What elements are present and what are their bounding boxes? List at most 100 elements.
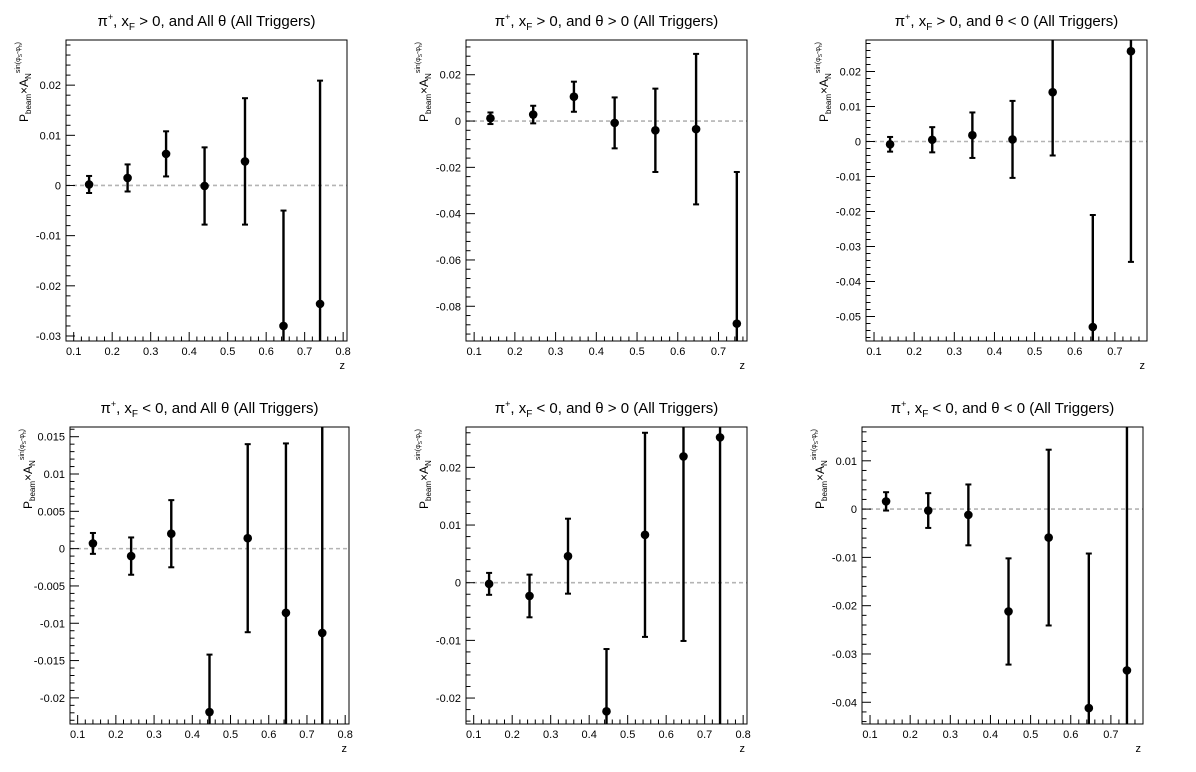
- y-tick-label: 0.02: [40, 80, 61, 92]
- y-tick-label: -0.08: [436, 301, 461, 313]
- x-tick-label: 0.3: [548, 346, 563, 358]
- y-tick-label: -0.06: [436, 255, 461, 267]
- x-tick-label: 0.3: [146, 729, 161, 741]
- data-point: [1048, 87, 1057, 97]
- plot-frame: [861, 426, 1144, 725]
- x-tick-label: 0.1: [466, 729, 481, 741]
- y-axis-label: Pbeam×ANsin(φS-φh): [15, 42, 33, 122]
- data-point: [732, 319, 742, 328]
- data-point: [651, 126, 660, 135]
- x-axis-label: z: [342, 743, 348, 755]
- plot-panel-6: π+, xF < 0, and θ < 0 (All Triggers) 0.1 0…: [811, 399, 1144, 755]
- x-tick-label: 0.4: [983, 729, 998, 741]
- y-axis-label: Pbeam×ANsin(φS-φh): [811, 429, 829, 509]
- data-point: [486, 113, 495, 123]
- x-tick-label: 0.4: [182, 346, 197, 358]
- data-point: [881, 497, 891, 506]
- data-point: [923, 506, 933, 515]
- x-tick-label: 0.6: [259, 346, 274, 358]
- data-point: [1008, 135, 1017, 144]
- data-point: [1084, 703, 1094, 713]
- x-tick-label: 0.6: [1067, 346, 1082, 358]
- x-tick-label: 0.3: [943, 729, 958, 741]
- data-point: [1004, 607, 1013, 616]
- x-tick-label: 0.5: [220, 346, 235, 358]
- data-point: [691, 124, 701, 134]
- data-point: [1088, 322, 1098, 332]
- data-point: [166, 529, 176, 539]
- data-point: [968, 130, 977, 140]
- x-tick-label: 0.8: [338, 729, 353, 741]
- x-tick-label: 0.6: [261, 729, 276, 741]
- x-tick-label: 0.7: [1103, 729, 1118, 741]
- y-tick-label: -0.02: [436, 162, 461, 174]
- x-axis-label: z: [740, 743, 746, 755]
- y-tick-label: 0: [851, 504, 857, 516]
- x-tick-label: 0.6: [670, 346, 685, 358]
- x-tick-label: 0.5: [1023, 729, 1038, 741]
- data-point: [1044, 533, 1053, 542]
- chart-title: π+, xF < 0, and θ > 0 (All Triggers): [495, 399, 719, 420]
- y-tick-label: -0.015: [34, 656, 65, 668]
- chart-title: π+, xF < 0, and θ < 0 (All Triggers): [891, 399, 1115, 420]
- plot-panel-1: π+, xF > 0, and All θ (All Triggers) 0.1 0…: [15, 12, 351, 372]
- x-tick-label: 0.7: [1107, 346, 1122, 358]
- y-tick-label: 0: [855, 137, 861, 149]
- y-tick-label: -0.05: [836, 312, 861, 324]
- data-point: [243, 533, 253, 543]
- y-tick-label: -0.02: [36, 281, 61, 293]
- y-tick-label: 0: [455, 578, 461, 590]
- data-point: [123, 173, 132, 183]
- plot-panel-2: π+, xF > 0, and θ > 0 (All Triggers) 0.1 0…: [415, 12, 748, 372]
- chart-title: π+, xF > 0, and θ < 0 (All Triggers): [895, 12, 1119, 33]
- plot-panel-5: π+, xF < 0, and θ > 0 (All Triggers) 0.1 0…: [415, 399, 751, 755]
- data-point: [200, 181, 209, 191]
- y-tick-label: 0.01: [40, 130, 61, 142]
- x-axis-label: z: [1140, 360, 1146, 372]
- x-tick-label: 0.5: [223, 729, 238, 741]
- y-tick-label: -0.03: [832, 649, 857, 661]
- y-tick-label: -0.02: [436, 693, 461, 705]
- y-tick-label: -0.02: [836, 207, 861, 219]
- x-tick-label: 0.6: [1063, 729, 1078, 741]
- data-point: [315, 299, 325, 309]
- data-point: [528, 110, 538, 119]
- y-tick-label: -0.02: [832, 601, 857, 613]
- y-tick-label: 0.01: [44, 469, 65, 481]
- data-point: [279, 321, 288, 331]
- y-tick-label: 0.02: [440, 462, 461, 474]
- y-tick-label: -0.04: [836, 277, 861, 289]
- y-axis-label: Pbeam×ANsin(φS-φh): [415, 42, 433, 122]
- x-tick-label: 0.5: [629, 346, 644, 358]
- x-tick-label: 0.2: [907, 346, 922, 358]
- data-point: [161, 149, 171, 159]
- y-tick-label: 0: [59, 544, 65, 556]
- x-tick-label: 0.2: [108, 729, 123, 741]
- plot-panel-4: π+, xF < 0, and All θ (All Triggers) 0.1 0…: [19, 399, 353, 755]
- plot-panel-3: π+, xF > 0, and θ < 0 (All Triggers) 0.1 0…: [815, 12, 1148, 372]
- y-tick-label: 0.02: [840, 67, 861, 79]
- y-tick-label: -0.01: [436, 635, 461, 647]
- chart-title: π+, xF > 0, and θ > 0 (All Triggers): [495, 12, 719, 33]
- y-tick-label: 0.01: [836, 456, 857, 468]
- y-tick-label: 0.02: [440, 70, 461, 82]
- x-tick-label: 0.4: [589, 346, 604, 358]
- y-tick-label: 0.005: [37, 506, 65, 518]
- data-point: [205, 707, 214, 717]
- y-tick-label: -0.04: [832, 697, 857, 709]
- x-axis-label: z: [1136, 743, 1142, 755]
- y-tick-label: 0: [55, 180, 61, 192]
- data-point: [679, 452, 688, 461]
- x-tick-label: 0.4: [582, 729, 597, 741]
- x-tick-label: 0.7: [297, 346, 312, 358]
- data-point: [1126, 46, 1136, 56]
- x-tick-label: 0.1: [466, 346, 481, 358]
- x-tick-label: 0.1: [70, 729, 85, 741]
- x-tick-label: 0.7: [299, 729, 314, 741]
- plot-frame: [865, 39, 1148, 342]
- x-tick-label: 0.3: [543, 729, 558, 741]
- data-point: [484, 579, 494, 589]
- plot-frame: [65, 39, 348, 342]
- x-tick-label: 0.2: [507, 346, 522, 358]
- y-tick-label: 0: [455, 116, 461, 128]
